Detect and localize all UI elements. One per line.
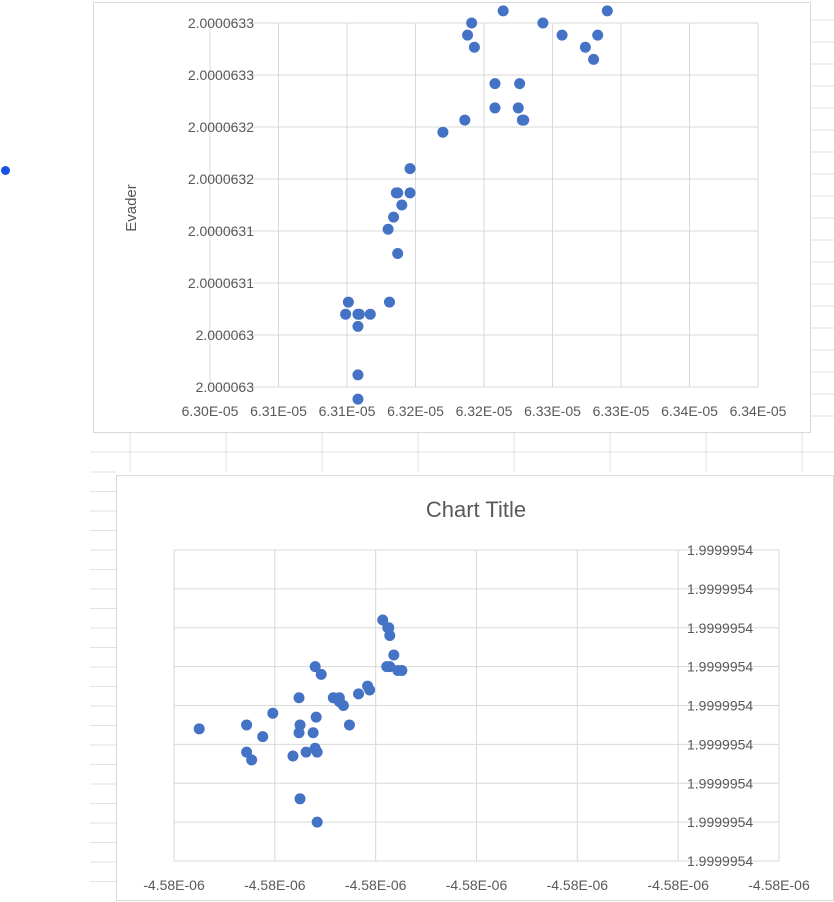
data-point [392,248,404,260]
chart-1-plot-svg: 2.0000633 2.0000633 2.0000632 2.0000632 2.00… [123,5,787,419]
data-point [364,684,376,696]
x-tick-label: -4.58E-06 [748,877,810,893]
x-tick-label: -4.58E-06 [446,877,508,893]
data-point [462,29,474,41]
x-tick-label: 6.30E-05 [182,403,239,419]
x-tick-label: -4.58E-06 [345,877,407,893]
data-point [310,711,322,723]
data-point [404,163,416,175]
y-tick-label: 1.9999954 [687,659,753,675]
y-tick-label: 2.000063 [196,379,255,395]
x-tick-label: 6.32E-05 [387,403,444,419]
data-point [396,199,408,211]
y-tick-label: 2.0000631 [188,223,254,239]
data-point [300,746,312,758]
data-point [383,296,395,308]
data-point [388,211,400,223]
data-point [294,793,306,805]
data-point [468,41,480,53]
y-tick-label: 1.9999954 [687,620,753,636]
data-point [396,665,408,677]
data-point [353,688,365,700]
data-point [392,187,404,199]
y-tick-label: 2.000063 [196,327,255,343]
data-point [352,320,364,332]
data-point [588,53,600,65]
data-point [579,41,591,53]
data-point [437,126,449,138]
data-point [388,649,400,661]
data-point [592,29,604,41]
data-point [311,746,323,758]
chart-2-plot-svg: 1.9999954 1.9999954 1.9999954 1.9999954 1.99… [143,497,810,893]
data-point [342,296,354,308]
x-tick-label: -4.58E-06 [244,877,306,893]
data-point [377,614,389,626]
data-point [337,700,349,711]
data-point [293,692,305,704]
scatter-chart-evader[interactable]: 2.0000633 2.0000633 2.0000632 2.0000632 2.00… [93,2,811,433]
data-point [364,308,376,320]
data-point [309,661,321,673]
data-point [307,727,319,739]
data-point [241,746,253,758]
y-tick-label: 2.0000632 [188,119,254,135]
y-tick-label: 2.0000633 [188,67,254,83]
y-tick-label: 1.9999954 [687,542,753,558]
y-tick-label: 1.9999954 [687,814,753,830]
y-tick-label: 1.9999954 [687,581,753,597]
data-point [384,630,396,642]
data-point [514,78,526,90]
data-point [267,707,279,719]
x-tick-label: -4.58E-06 [647,877,709,893]
data-point [246,754,258,766]
data-point [311,816,323,828]
data-point [382,223,394,235]
data-point [294,719,306,731]
y-tick-label: 1.9999954 [687,853,753,869]
y-tick-label: 2.0000633 [188,15,254,31]
x-tick-label: 6.32E-05 [456,403,513,419]
x-tick-label: 6.31E-05 [250,403,307,419]
data-point [353,308,365,320]
data-point [287,750,299,762]
data-point [537,17,549,29]
y-tick-label: 2.0000631 [188,275,254,291]
x-tick-label: -4.58E-06 [547,877,609,893]
data-point [352,393,364,405]
x-tick-label: 6.34E-05 [730,403,787,419]
x-tick-label: 6.34E-05 [661,403,718,419]
data-point [404,187,416,199]
x-tick-label: -4.58E-06 [143,877,205,893]
data-point [489,78,501,90]
data-point [315,668,327,680]
x-tick-label: 6.33E-05 [524,403,581,419]
x-tick-label: 6.33E-05 [593,403,650,419]
y-tick-label: 1.9999954 [687,698,753,714]
data-point [497,5,509,17]
data-point [601,5,613,17]
selection-dot[interactable] [1,166,10,175]
data-point [257,731,269,743]
data-point [556,29,568,41]
data-point [343,719,355,731]
data-point [489,102,501,114]
data-point [512,102,524,114]
chart-title: Chart Title [426,497,526,522]
data-point [340,308,352,320]
data-point [241,719,253,731]
y-axis-title: Evader [123,184,140,232]
x-tick-label: 6.31E-05 [319,403,376,419]
y-tick-label: 1.9999954 [687,775,753,791]
data-point [459,114,471,126]
y-tick-label: 2.0000632 [188,171,254,187]
scatter-chart-2[interactable]: 1.9999954 1.9999954 1.9999954 1.9999954 1.99… [116,475,834,901]
data-point [466,17,478,29]
data-point [193,723,205,735]
y-tick-label: 1.9999954 [687,736,753,752]
data-point [352,369,364,381]
data-point [518,114,530,126]
